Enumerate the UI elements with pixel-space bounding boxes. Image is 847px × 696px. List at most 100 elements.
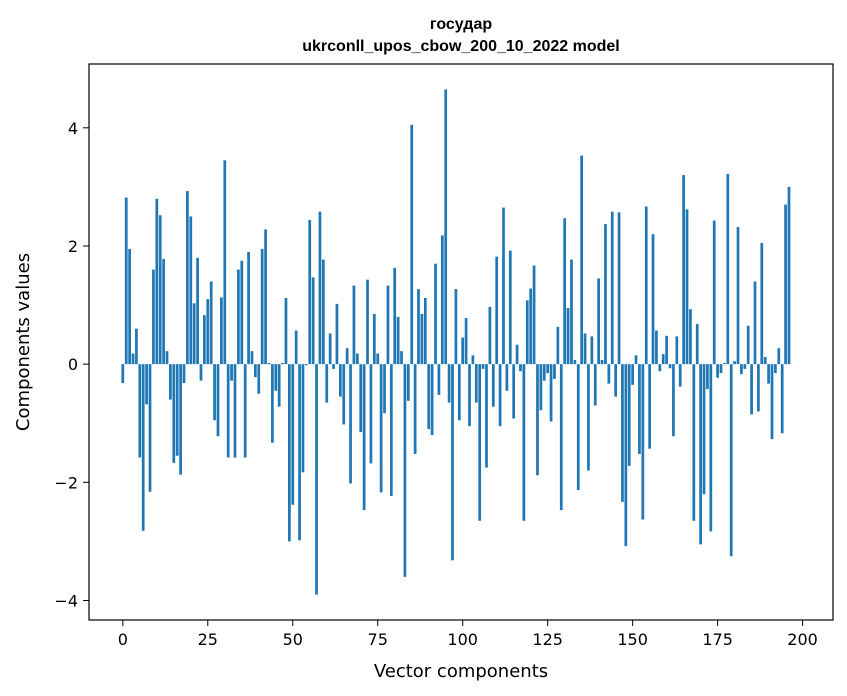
bar	[342, 364, 346, 425]
bar	[770, 364, 774, 440]
bar	[699, 364, 702, 545]
bar	[525, 300, 529, 365]
bar	[254, 364, 257, 378]
bar	[502, 207, 505, 365]
bar	[175, 364, 179, 456]
bar	[158, 215, 162, 365]
bar	[607, 364, 611, 384]
bar	[587, 364, 590, 471]
bar	[451, 364, 454, 561]
bar	[600, 360, 604, 365]
x-tick-label: 150	[617, 630, 648, 649]
y-tick-label: 2	[68, 237, 78, 256]
bar	[274, 364, 278, 391]
x-tick-label: 50	[283, 630, 303, 649]
bar	[121, 364, 125, 384]
bar	[621, 364, 624, 502]
bar	[464, 318, 468, 365]
bar	[580, 155, 584, 365]
bar	[308, 219, 312, 365]
bar	[468, 364, 471, 427]
bar	[641, 364, 645, 520]
bar	[288, 364, 291, 542]
bar	[750, 364, 753, 415]
bar	[542, 364, 546, 381]
bar	[162, 258, 165, 365]
bar	[332, 364, 335, 369]
bar	[689, 309, 692, 365]
bar	[508, 250, 512, 365]
bar	[733, 361, 736, 365]
bar	[148, 364, 152, 492]
bar	[206, 299, 210, 365]
bar	[712, 220, 716, 365]
bar	[233, 364, 237, 458]
bar	[355, 353, 359, 365]
bar	[512, 364, 516, 419]
y-axis-label: Components values	[13, 253, 34, 431]
bar	[447, 364, 451, 403]
bar	[685, 209, 689, 365]
bar	[556, 326, 560, 365]
bar	[624, 364, 628, 547]
bar	[247, 251, 250, 365]
bar	[668, 364, 672, 369]
bar	[753, 281, 757, 365]
bar	[152, 269, 155, 365]
y-tick-label: −4	[54, 592, 78, 611]
bar	[638, 364, 641, 454]
bar	[345, 348, 349, 365]
bar	[165, 351, 169, 365]
bar	[529, 288, 533, 365]
bar	[186, 191, 189, 365]
bar	[481, 364, 485, 369]
bar	[220, 297, 223, 365]
bar	[719, 364, 723, 374]
bar	[396, 316, 400, 365]
bar	[590, 336, 594, 365]
bar	[440, 235, 444, 365]
bar	[199, 364, 203, 381]
bar	[352, 285, 356, 365]
bar	[294, 330, 298, 365]
bar	[478, 364, 482, 521]
bar	[196, 257, 199, 365]
bar	[430, 364, 434, 436]
bar	[240, 260, 244, 365]
bar	[726, 173, 730, 365]
bar	[141, 364, 145, 531]
bar	[192, 303, 196, 365]
bar	[444, 89, 448, 365]
bar	[515, 344, 519, 365]
bar	[519, 364, 522, 372]
bar	[400, 351, 403, 365]
y-tick-label: 0	[68, 355, 78, 374]
x-tick-label: 200	[787, 630, 818, 649]
bar	[267, 362, 271, 365]
bar	[614, 364, 618, 397]
bar	[597, 278, 601, 365]
bar	[563, 218, 567, 365]
bar	[369, 364, 373, 464]
bar	[338, 364, 342, 397]
bar	[644, 206, 648, 365]
bar	[349, 364, 352, 484]
bar	[760, 243, 764, 365]
x-tick-label: 175	[702, 630, 733, 649]
x-axis-label: Vector components	[374, 661, 548, 682]
bar	[553, 364, 556, 379]
bar	[226, 364, 230, 458]
bar	[264, 229, 267, 365]
bar	[145, 364, 148, 405]
bar	[566, 308, 570, 365]
plot-frame	[88, 63, 834, 621]
bar	[271, 364, 274, 443]
bar	[610, 211, 614, 365]
bar	[570, 259, 573, 365]
bar	[665, 335, 668, 365]
bar	[169, 364, 172, 400]
bar	[627, 364, 631, 466]
bar	[128, 248, 131, 365]
bar	[488, 306, 492, 365]
bar	[583, 333, 587, 365]
